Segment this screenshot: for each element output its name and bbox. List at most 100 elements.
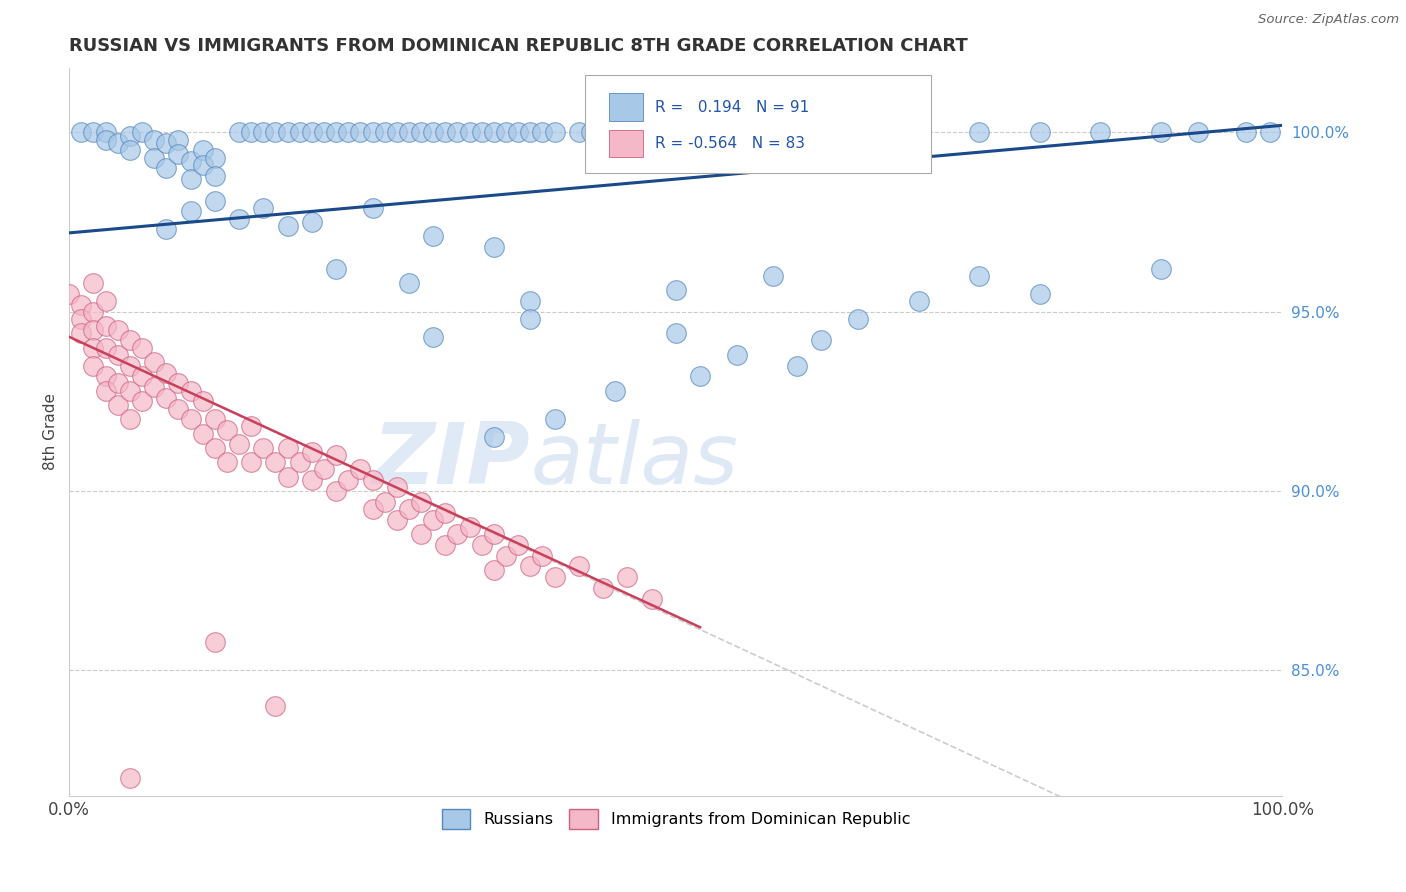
- Point: [82, 323, 104, 337]
- Point: [215, 423, 238, 437]
- Point: [482, 126, 505, 140]
- Point: [264, 126, 287, 140]
- Point: [131, 394, 153, 409]
- Point: [204, 634, 226, 648]
- Point: [252, 201, 274, 215]
- Point: [180, 412, 202, 426]
- Point: [1234, 126, 1257, 140]
- Text: Source: ZipAtlas.com: Source: ZipAtlas.com: [1258, 13, 1399, 27]
- Point: [204, 441, 226, 455]
- Point: [191, 158, 214, 172]
- Point: [361, 201, 384, 215]
- Point: [471, 126, 494, 140]
- Point: [107, 376, 129, 391]
- Point: [118, 384, 141, 398]
- Point: [118, 334, 141, 348]
- Point: [325, 448, 347, 462]
- Point: [277, 441, 299, 455]
- Point: [1260, 126, 1282, 140]
- Point: [786, 359, 808, 373]
- Point: [482, 563, 505, 577]
- Point: [409, 495, 432, 509]
- Point: [82, 276, 104, 290]
- Point: [409, 527, 432, 541]
- Point: [434, 506, 457, 520]
- Point: [155, 391, 177, 405]
- Text: R =   0.194   N = 91: R = 0.194 N = 91: [655, 100, 810, 115]
- Point: [252, 126, 274, 140]
- Y-axis label: 8th Grade: 8th Grade: [44, 393, 58, 470]
- Point: [155, 366, 177, 380]
- Point: [58, 286, 80, 301]
- Text: RUSSIAN VS IMMIGRANTS FROM DOMINICAN REPUBLIC 8TH GRADE CORRELATION CHART: RUSSIAN VS IMMIGRANTS FROM DOMINICAN REP…: [69, 37, 967, 55]
- Point: [422, 330, 444, 344]
- Point: [167, 147, 190, 161]
- Legend: Russians, Immigrants from Dominican Republic: Russians, Immigrants from Dominican Repu…: [436, 803, 917, 835]
- Point: [531, 126, 554, 140]
- Point: [398, 502, 420, 516]
- Point: [907, 293, 929, 308]
- Point: [446, 527, 468, 541]
- Point: [228, 211, 250, 226]
- Point: [70, 326, 93, 341]
- Point: [180, 384, 202, 398]
- Point: [762, 268, 785, 283]
- Point: [82, 359, 104, 373]
- Point: [568, 559, 591, 574]
- Point: [398, 126, 420, 140]
- Point: [409, 126, 432, 140]
- Point: [349, 126, 371, 140]
- Bar: [609, 94, 643, 121]
- Point: [568, 126, 591, 140]
- Point: [689, 369, 711, 384]
- Point: [786, 126, 808, 140]
- Point: [94, 369, 117, 384]
- Point: [422, 229, 444, 244]
- Point: [277, 126, 299, 140]
- Point: [94, 293, 117, 308]
- Point: [361, 473, 384, 487]
- Point: [264, 455, 287, 469]
- Text: atlas: atlas: [530, 419, 738, 502]
- Point: [180, 172, 202, 186]
- Point: [967, 126, 990, 140]
- Point: [519, 312, 541, 326]
- Point: [1090, 126, 1112, 140]
- Point: [482, 527, 505, 541]
- Point: [94, 133, 117, 147]
- Point: [155, 161, 177, 176]
- Point: [810, 334, 832, 348]
- Point: [215, 455, 238, 469]
- Point: [1150, 126, 1173, 140]
- Text: R = -0.564   N = 83: R = -0.564 N = 83: [655, 136, 806, 151]
- Point: [204, 169, 226, 183]
- Point: [605, 384, 627, 398]
- Point: [204, 412, 226, 426]
- Point: [94, 384, 117, 398]
- Point: [1150, 261, 1173, 276]
- Point: [118, 144, 141, 158]
- Point: [446, 126, 468, 140]
- Point: [301, 126, 323, 140]
- Point: [288, 455, 311, 469]
- Point: [519, 126, 541, 140]
- Point: [191, 144, 214, 158]
- Point: [155, 136, 177, 151]
- Point: [228, 126, 250, 140]
- Point: [543, 570, 565, 584]
- Point: [337, 473, 360, 487]
- Point: [482, 430, 505, 444]
- Point: [70, 297, 93, 311]
- Point: [640, 591, 662, 606]
- Point: [579, 126, 602, 140]
- Point: [118, 771, 141, 785]
- Point: [665, 326, 688, 341]
- Point: [361, 502, 384, 516]
- Point: [191, 426, 214, 441]
- Point: [107, 323, 129, 337]
- Point: [82, 341, 104, 355]
- Point: [337, 126, 360, 140]
- Point: [471, 538, 494, 552]
- Point: [301, 473, 323, 487]
- Point: [495, 126, 517, 140]
